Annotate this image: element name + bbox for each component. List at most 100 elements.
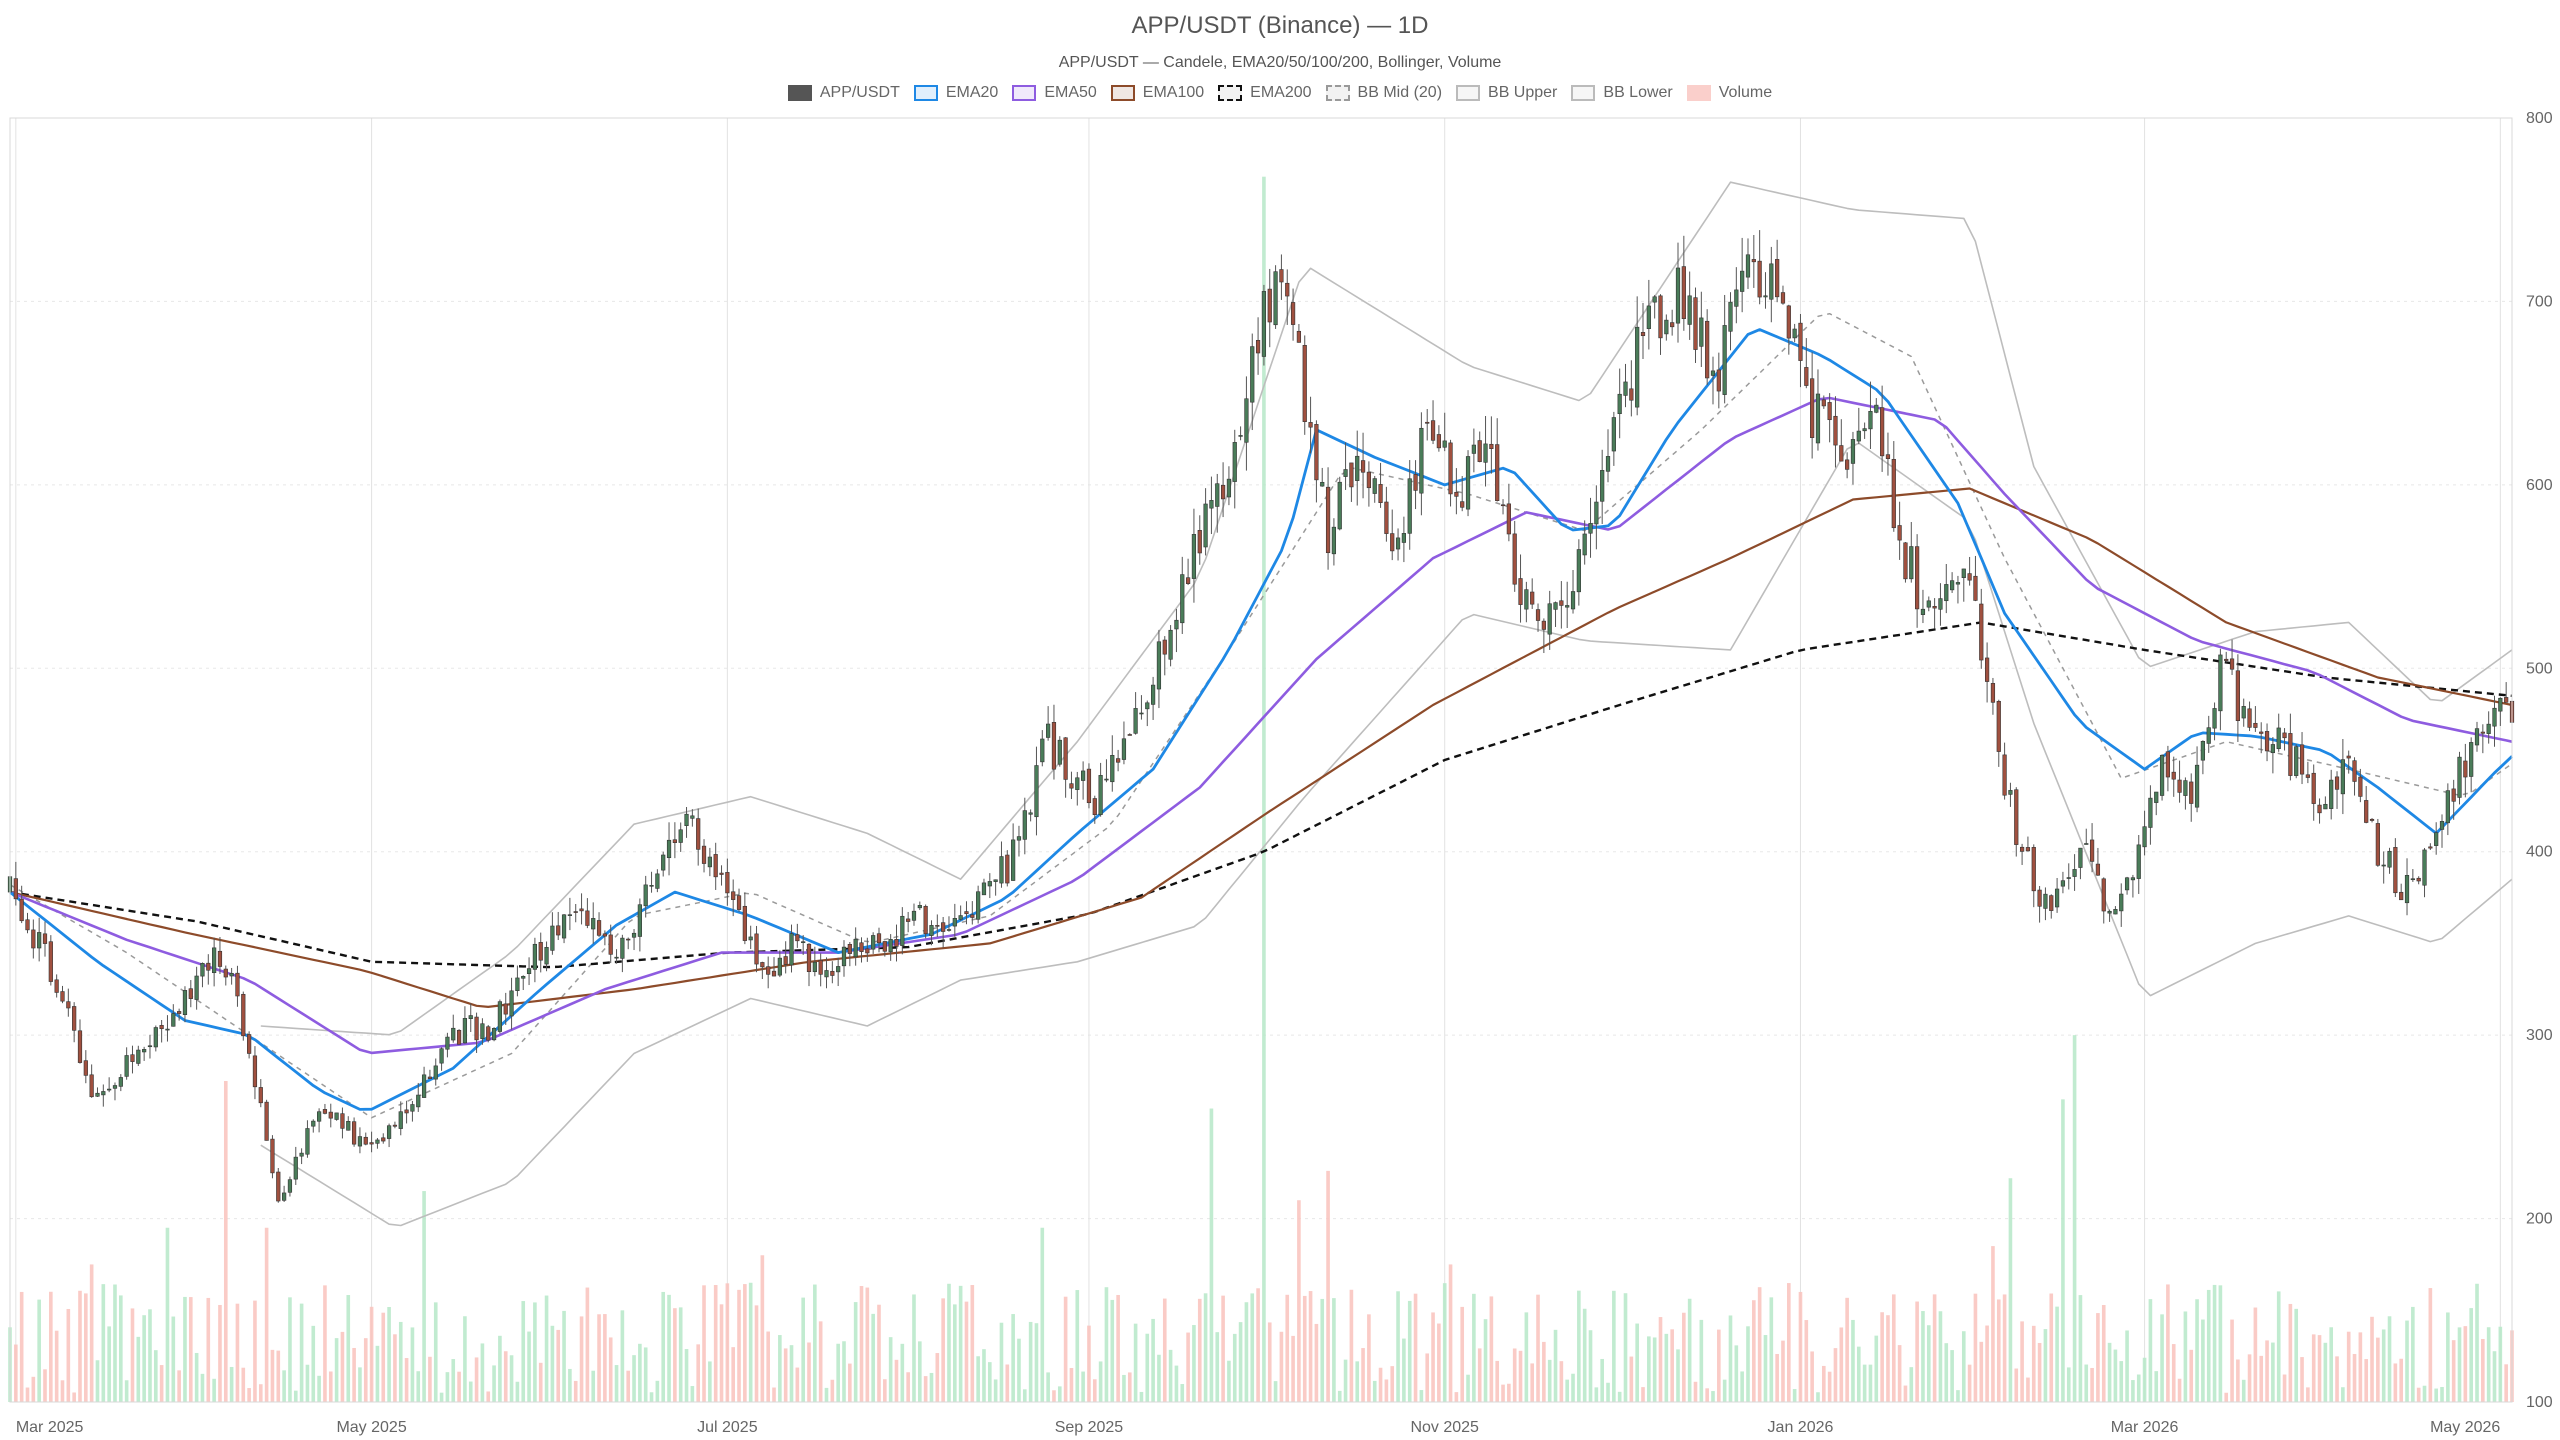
candle-body: [1372, 478, 1377, 494]
volume-bar: [404, 1358, 409, 1402]
volume-bar: [1460, 1306, 1465, 1402]
volume-bar: [2428, 1288, 2433, 1402]
legend-item[interactable]: APP/USDT: [787, 84, 900, 102]
candle-body: [1950, 580, 1955, 591]
candle-body: [917, 905, 922, 909]
volume-bar: [1950, 1350, 1954, 1402]
candle-body: [497, 1001, 503, 1032]
candle-body: [357, 1136, 363, 1147]
volume-bar: [1571, 1373, 1575, 1402]
candle-body: [72, 1006, 77, 1031]
volume-bar: [2416, 1387, 2421, 1402]
candle-body: [824, 970, 829, 978]
volume-bar: [43, 1369, 47, 1402]
volume-bar: [2451, 1340, 2456, 1402]
volume-bar: [2177, 1378, 2182, 1402]
legend-item[interactable]: BB Upper: [1456, 84, 1557, 102]
volume-bar: [2475, 1283, 2479, 1402]
volume-bar: [1536, 1294, 1540, 1402]
candle-body: [480, 1023, 485, 1039]
legend-item[interactable]: EMA100: [1110, 84, 1204, 102]
volume-bar: [1501, 1384, 1505, 1402]
volume-bar: [1792, 1389, 1797, 1402]
legend-swatch: [1325, 85, 1350, 101]
volume-bar: [1553, 1329, 1558, 1402]
volume-bar: [1419, 1390, 1424, 1402]
candle-body: [474, 1016, 479, 1041]
candle-body: [451, 1027, 456, 1041]
volume-bar: [533, 1302, 537, 1402]
legend-item[interactable]: EMA50: [1012, 84, 1097, 102]
candle-body: [1990, 683, 1996, 703]
candle-body: [1693, 297, 1698, 350]
candle-body: [1553, 602, 1558, 610]
candle-body: [1162, 639, 1167, 655]
volume-bar: [2405, 1320, 2409, 1402]
candle-body: [1296, 330, 1302, 343]
volume-bar: [1466, 1374, 1470, 1402]
candle-body: [847, 944, 852, 954]
candle-body: [731, 891, 736, 900]
candle-body: [386, 1125, 392, 1139]
legend-item[interactable]: EMA200: [1218, 84, 1312, 102]
volume-bar: [19, 1291, 24, 1402]
volume-bar: [2189, 1349, 2194, 1402]
volume-bar: [1005, 1364, 1010, 1402]
volume-bar: [603, 1314, 607, 1402]
volume-bar: [859, 1286, 864, 1402]
candle-body: [1040, 738, 1045, 763]
volume-bar: [947, 1283, 951, 1402]
candle-body: [328, 1111, 333, 1119]
volume-bar: [964, 1301, 969, 1402]
candle-body: [567, 914, 572, 916]
volume-bar: [1676, 1349, 1680, 1402]
candles: [7, 230, 2515, 1203]
candle-body: [1098, 775, 1103, 815]
candle-body: [2095, 863, 2101, 876]
candle-body: [754, 933, 759, 965]
volume-bar: [719, 1304, 724, 1402]
candle-body: [1920, 608, 1926, 615]
candle-body: [25, 919, 30, 931]
legend-item[interactable]: Volume: [1686, 84, 1772, 102]
volume-bar: [1856, 1346, 1861, 1402]
candle-body: [282, 1192, 287, 1201]
volume-bar: [1110, 1299, 1115, 1402]
candle-body: [1384, 501, 1389, 534]
candle-body: [322, 1109, 328, 1114]
candle-body: [112, 1085, 118, 1089]
candle-body: [1699, 317, 1704, 347]
volume-bar: [993, 1379, 998, 1402]
legend-item[interactable]: EMA20: [913, 84, 998, 102]
candle-body: [2060, 880, 2066, 887]
candle-body: [60, 991, 65, 1002]
volume-bar: [754, 1305, 759, 1402]
y-tick-label: 700: [2526, 293, 2553, 310]
volume-bar: [2317, 1335, 2322, 1402]
candle-body: [929, 925, 934, 936]
candle-body: [136, 1049, 141, 1064]
candle-body: [241, 993, 246, 1037]
volume-bar: [1886, 1315, 1890, 1402]
volume-bar: [78, 1290, 82, 1402]
candle-body: [2119, 893, 2124, 912]
volume-bar: [1699, 1319, 1704, 1402]
volume-bar: [2008, 1178, 2013, 1402]
volume-bar: [1034, 1323, 1039, 1402]
candle-body: [1570, 591, 1576, 610]
legend-item[interactable]: BB Lower: [1571, 84, 1673, 102]
volume-bar: [1839, 1327, 1844, 1402]
volume-bar: [492, 1365, 496, 1402]
candle-body: [1460, 501, 1465, 508]
candle-body: [608, 934, 613, 955]
candle-body: [1028, 812, 1033, 815]
volume-bar: [60, 1380, 65, 1402]
legend-item[interactable]: BB Mid (20): [1325, 84, 1442, 102]
volume-bar: [661, 1291, 666, 1402]
volume-bar: [1320, 1298, 1325, 1402]
volume-bar: [1594, 1387, 1599, 1402]
candle-body: [2113, 909, 2118, 915]
candle-body: [1226, 478, 1232, 498]
candle-body: [95, 1092, 100, 1097]
candle-body: [2346, 755, 2351, 759]
